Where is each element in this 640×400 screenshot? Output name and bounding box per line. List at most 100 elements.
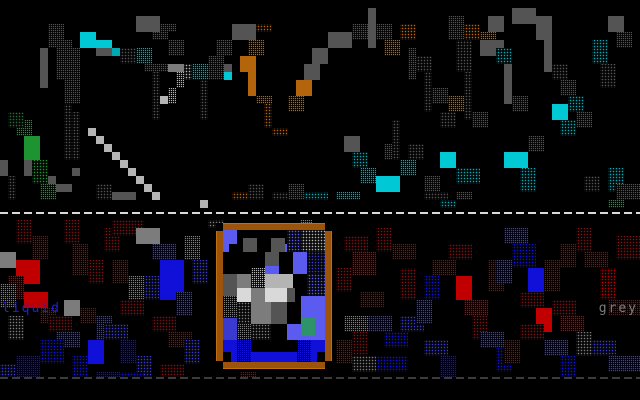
art-cell [360, 168, 376, 184]
art-cell [240, 372, 256, 377]
art-cell [440, 356, 456, 377]
art-cell [384, 332, 408, 348]
art-cell [480, 332, 504, 348]
art-cell [560, 120, 576, 136]
art-cell [248, 40, 264, 56]
art-cell [520, 324, 544, 340]
art-cell [608, 200, 624, 208]
art-cell [237, 288, 251, 302]
art-cell [265, 252, 279, 266]
art-cell [608, 16, 624, 32]
art-cell [560, 80, 576, 96]
art-cell [560, 356, 576, 377]
art-cell [568, 96, 584, 112]
art-cell [56, 32, 64, 80]
art-cell [288, 184, 304, 200]
portrait-canvas [223, 230, 325, 362]
art-cell [144, 184, 152, 192]
art-cell [576, 332, 592, 356]
bottom-art-panel [0, 220, 640, 377]
art-cell [120, 48, 136, 64]
art-cell [120, 160, 128, 168]
art-cell [552, 64, 568, 80]
art-cell [344, 236, 368, 252]
art-cell [504, 64, 512, 104]
art-cell [223, 252, 237, 274]
art-cell [144, 276, 160, 300]
art-cell [216, 64, 232, 72]
top-art-panel [0, 8, 640, 208]
art-cell [424, 176, 440, 192]
art-cell [256, 24, 272, 32]
art-cell [520, 168, 536, 192]
frame-corner-br [325, 361, 332, 369]
art-cell [223, 318, 237, 340]
art-cell [416, 56, 432, 72]
art-cell [152, 32, 168, 40]
art-cell [424, 192, 448, 200]
art-cell [336, 192, 360, 200]
art-cell [271, 324, 287, 340]
art-cell [392, 244, 416, 260]
art-cell [576, 112, 592, 128]
art-cell [496, 260, 512, 284]
art-cell [301, 296, 325, 318]
art-cell [237, 302, 251, 324]
art-cell [552, 104, 568, 120]
art-cell [544, 260, 560, 292]
art-cell [456, 168, 480, 184]
art-cell [440, 152, 456, 168]
art-cell [96, 184, 112, 200]
art-cell [504, 152, 528, 168]
art-cell [40, 48, 48, 88]
art-cell [168, 64, 192, 72]
art-cell [152, 244, 176, 260]
art-cell [112, 260, 128, 284]
art-cell [392, 120, 400, 160]
art-cell [237, 324, 251, 340]
art-cell [512, 96, 528, 112]
portrait-frame[interactable] [216, 223, 332, 369]
art-cell [376, 24, 392, 40]
art-cell [376, 228, 392, 252]
art-cell [464, 300, 488, 316]
art-cell [592, 340, 616, 356]
art-cell [600, 64, 616, 88]
art-cell [96, 136, 104, 144]
art-cell [584, 252, 608, 268]
art-cell [80, 308, 96, 324]
art-cell [24, 292, 48, 308]
art-cell [344, 136, 360, 152]
art-cell [504, 340, 520, 364]
art-cell [307, 252, 325, 274]
art-cell [223, 274, 237, 296]
art-cell [440, 112, 456, 128]
art-cell [160, 96, 168, 104]
art-cell [271, 238, 285, 252]
frame-corner-tl [216, 223, 223, 231]
art-cell [40, 184, 56, 200]
art-cell [301, 230, 325, 252]
art-cell [456, 192, 472, 200]
art-cell [312, 48, 328, 64]
art-cell [408, 48, 416, 80]
art-cell [408, 144, 424, 160]
divider-bottom [0, 377, 640, 379]
art-cell [352, 332, 368, 356]
art-cell [336, 340, 352, 364]
art-cell [223, 352, 231, 362]
art-cell [576, 228, 592, 252]
art-cell [400, 160, 416, 176]
art-cell [8, 316, 24, 340]
art-cell [160, 24, 176, 32]
art-cell [40, 176, 56, 184]
art-cell [64, 220, 80, 244]
art-cell [368, 316, 392, 332]
art-cell [112, 152, 120, 160]
art-cell [120, 300, 144, 316]
art-cell [120, 340, 136, 364]
art-cell [8, 112, 24, 128]
frame-corner-bl [216, 361, 223, 369]
art-cell [297, 340, 311, 362]
art-cell [152, 72, 160, 120]
